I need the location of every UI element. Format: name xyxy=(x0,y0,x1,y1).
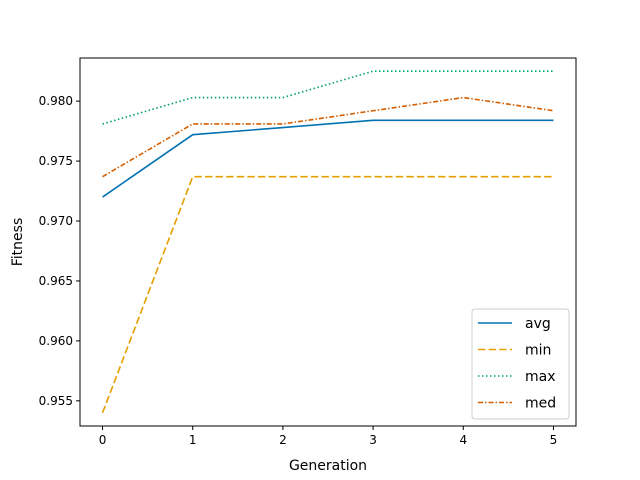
x-axis: 0 1 2 3 4 5 xyxy=(99,426,558,447)
y-tick-label: 0.965 xyxy=(39,274,73,288)
x-tick-label: 1 xyxy=(189,433,197,447)
series-line-avg xyxy=(102,119,554,198)
legend-label-min: min xyxy=(525,343,551,359)
plot-frame xyxy=(79,57,577,427)
x-tick-label: 5 xyxy=(550,433,558,447)
legend-label-med: med xyxy=(525,396,556,412)
y-tick-label: 0.980 xyxy=(39,94,73,108)
x-axis-title: Generation xyxy=(289,458,367,474)
y-tick-label: 0.970 xyxy=(39,214,73,228)
y-tick-label: 0.975 xyxy=(39,154,73,168)
legend-label-avg: avg xyxy=(525,316,551,332)
x-tick-label: 3 xyxy=(369,433,377,447)
legend-box xyxy=(471,308,570,420)
x-tick-label: 0 xyxy=(99,433,107,447)
legend-label-max: max xyxy=(525,369,556,385)
y-tick-label: 0.960 xyxy=(39,334,73,348)
series-line-min xyxy=(101,175,554,414)
x-tick-label: 4 xyxy=(459,433,467,447)
series-line-med xyxy=(102,96,554,178)
legend: avg min max med xyxy=(471,308,570,420)
series-layer xyxy=(101,70,554,414)
y-tick-label: 0.955 xyxy=(39,394,73,408)
x-tick-label: 2 xyxy=(279,433,287,447)
y-axis: 0.955 0.960 0.965 0.970 0.975 0.980 xyxy=(39,94,80,408)
y-axis-title: Fitness xyxy=(10,218,26,267)
